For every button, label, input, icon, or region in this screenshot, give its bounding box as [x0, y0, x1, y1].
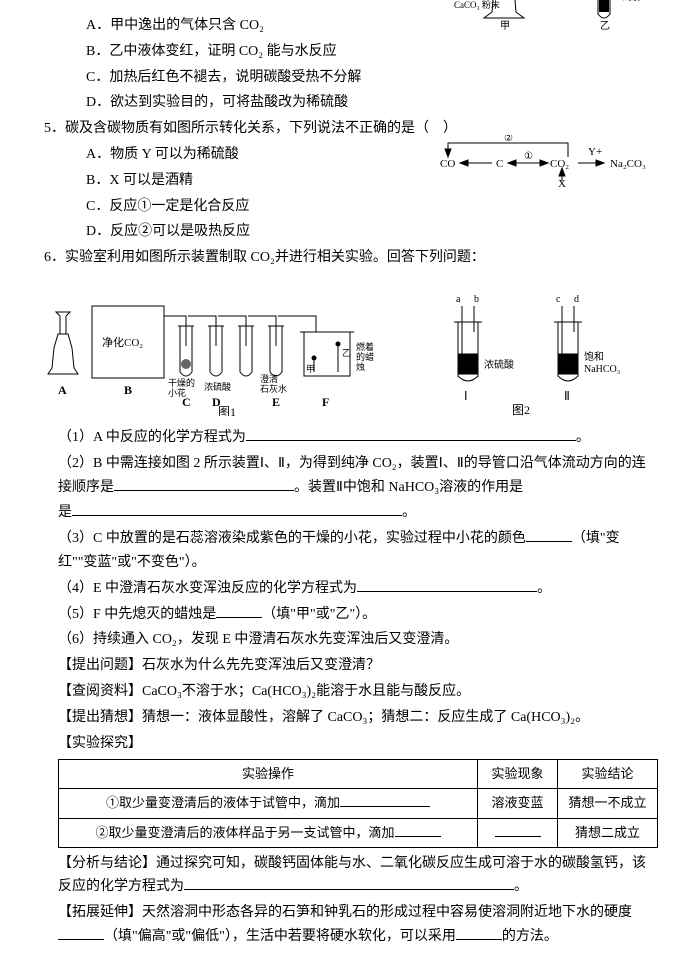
r1-op-text: ①取少量变澄清后的液体于试管中，滴加	[106, 795, 340, 810]
blank[interactable]	[495, 823, 541, 837]
q6-ext: 【拓展延伸】天然溶洞中形态各异的石笋和钟乳石的形成过程中容易使溶洞附近地下水的硬…	[58, 901, 658, 949]
e-l1: 澄清	[260, 373, 278, 384]
q6-3a: （3）C 中放置的是石蕊溶液染成紫色的干燥的小花，实验过程中小花的颜色	[58, 531, 526, 546]
cap1: 图1	[218, 405, 236, 416]
blank[interactable]	[246, 427, 576, 441]
q4-opt-a: A．甲中逸出的气体只含 CO₂	[58, 14, 658, 38]
q6-5: （5）F 中先熄灭的蜡烛是 （填"甲"或"乙"）。	[58, 603, 658, 627]
q5-a: A．物质 Y 可以为稀硫酸	[58, 143, 658, 167]
f2I: Ⅰ	[464, 389, 468, 403]
blank[interactable]	[456, 926, 502, 940]
r1-op: ①取少量变澄清后的液体于试管中，滴加	[59, 789, 478, 818]
f-l1: 燃着	[356, 341, 374, 352]
r2-op: ②取少量变澄清后的液体样品于另一支试管中，滴加	[59, 818, 478, 847]
f-l3: 烛	[356, 361, 365, 372]
q6-stem: 6．实验室利用如图所示装置制取 CO₂并进行相关实验。回答下列问题：	[44, 246, 658, 270]
blank[interactable]	[340, 793, 430, 807]
f-l2: 的蜡	[356, 351, 374, 362]
lbl-powder: CaCO₃ 粉末	[454, 0, 500, 10]
q5-block: 5．碳及含碳物质有如图所示转化关系，下列说法不正确的是（ ） CO C CO₂ …	[58, 117, 658, 244]
q5-b: B．X 可以是酒精	[58, 169, 658, 193]
ext3: 的方法。	[502, 929, 558, 944]
f2d: d	[574, 294, 579, 305]
q6-1: （1）A 中反应的化学方程式为。	[58, 426, 658, 450]
f2c: c	[556, 294, 561, 305]
blank[interactable]	[526, 528, 572, 542]
q6-ana: 【分析与结论】通过探究可知，碳酸钙固体能与水、二氧化碳反应生成可溶于水的碳酸氢钙…	[58, 852, 658, 900]
q6-4: （4）E 中澄清石灰水变浑浊反应的化学方程式为。	[58, 577, 658, 601]
lblC: C	[182, 395, 191, 409]
q6-5b: （填"甲"或"乙"）。	[262, 607, 376, 622]
d-l: 浓硫酸	[204, 381, 231, 392]
q4-opt-b: B．乙中液体变红，证明 CO₂ 能与水反应	[58, 40, 658, 64]
q5-d: D．反应②可以是吸热反应	[58, 220, 658, 244]
q6-ask: 【提出问题】石灰水为什么先先变浑浊后又变澄清？	[58, 654, 658, 678]
f2l2a: 饱和	[584, 351, 604, 363]
q6-5a: （5）F 中先熄灭的蜡烛是	[58, 607, 216, 622]
f-yi: 乙	[342, 348, 351, 358]
r1-ph: 溶液变蓝	[478, 789, 558, 818]
f-jia: 甲	[306, 364, 315, 374]
q6-info: 【查阅资料】CaCO₃不溶于水；Ca(HCO₃)₂能溶于水且能与酸反应。	[58, 680, 658, 704]
blank[interactable]	[216, 604, 262, 618]
r1-res: 猜想一不成立	[558, 789, 658, 818]
blank[interactable]	[357, 578, 537, 592]
th-ph: 实验现象	[478, 760, 558, 789]
f2a: a	[456, 294, 461, 305]
blank[interactable]	[184, 876, 514, 890]
q4-opt-c: C．加热后红色不褪去，说明碳酸受热不分解	[58, 66, 658, 90]
blank[interactable]	[58, 926, 104, 940]
ext1: 【拓展延伸】天然溶洞中形态各异的石笋和钟乳石的形成过程中容易使溶洞附近地下水的硬…	[58, 905, 632, 920]
f2b: b	[474, 294, 479, 305]
c-l1: 干燥的	[168, 377, 195, 388]
f2l2b: NaHCO₃	[584, 364, 620, 375]
r2-res: 猜想二成立	[558, 818, 658, 847]
lblA: A	[58, 383, 67, 397]
r2-ph[interactable]	[478, 818, 558, 847]
blank[interactable]	[395, 823, 441, 837]
q6-guess: 【提出猜想】猜想一：液体显酸性，溶解了 CaCO₃；猜想二：反应生成了 Ca(H…	[58, 706, 658, 730]
r2-op-text: ②取少量变澄清后的液体样品于另一支试管中，滴加	[95, 825, 394, 840]
th-op: 实验操作	[59, 760, 478, 789]
ext2: （填"偏高"或"偏低"），生活中若要将硬水软化，可以采用	[104, 929, 456, 944]
q6-exp: 【实验探究】	[58, 732, 658, 756]
lblB: B	[124, 383, 132, 397]
q4-opt-d: D．欲达到实验目的，可将盐酸改为稀硫酸	[58, 91, 658, 115]
q6-3: （3）C 中放置的是石蕊溶液染成紫色的干燥的小花，实验过程中小花的颜色（填"变红…	[58, 527, 658, 575]
q6-2b: 。装置Ⅱ中饱和 NaHCO₃溶液的作用是	[294, 480, 523, 495]
lblE: E	[272, 395, 280, 409]
blank[interactable]	[114, 477, 294, 491]
e-l2: 石灰水	[260, 383, 287, 394]
lblF: F	[322, 395, 329, 409]
b-label: 净化CO₂	[102, 335, 143, 349]
q6-6: （6）持续通入 CO₂，发现 E 中澄清石灰水先变浑浊后又变澄清。	[58, 628, 658, 652]
th-res: 实验结论	[558, 760, 658, 789]
f2II: Ⅱ	[564, 389, 570, 403]
q5-c: C．反应①一定是化合反应	[58, 195, 658, 219]
q4-block: 25%盐酸 CaCO₃ 粉末 紫色 石蕊 试液 甲 乙 A．甲中逸出的气体只含 …	[58, 14, 658, 115]
blank[interactable]	[72, 502, 402, 516]
q6-1-text: （1）A 中反应的化学方程式为	[58, 430, 246, 445]
q6-2c: 是。	[58, 501, 658, 525]
lbl-p3: 试液	[622, 0, 640, 2]
q6-figures: 净化CO₂ 干燥的 小花 浓硫酸 澄清 石灰水 燃着 的蜡 烛 甲 乙 A B …	[38, 276, 658, 416]
q5-stem: 5．碳及含碳物质有如图所示转化关系，下列说法不正确的是（ ）	[44, 117, 658, 141]
f2l1: 浓硫酸	[484, 358, 514, 371]
cap2: 图2	[512, 403, 530, 416]
q6-4t: （4）E 中澄清石灰水变浑浊反应的化学方程式为	[58, 581, 357, 596]
exp-table: 实验操作 实验现象 实验结论 ①取少量变澄清后的液体于试管中，滴加 溶液变蓝 猜…	[58, 759, 658, 847]
q6-2: （2）B 中需连接如图 2 所示装置Ⅰ、Ⅱ，为得到纯净 CO₂，装置Ⅰ、Ⅱ的导管…	[58, 452, 658, 500]
